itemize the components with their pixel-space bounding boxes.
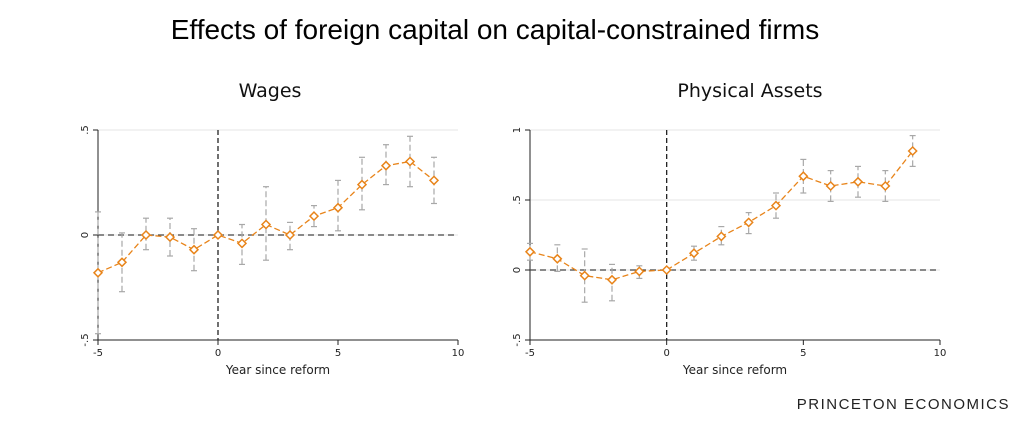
data-point bbox=[716, 231, 727, 242]
x-tick-label: 5 bbox=[335, 348, 341, 359]
data-point bbox=[907, 145, 918, 157]
x-tick-label: -5 bbox=[525, 348, 535, 359]
data-point bbox=[332, 202, 344, 213]
data-point bbox=[164, 232, 176, 243]
x-tick-label: 10 bbox=[452, 348, 465, 359]
data-point bbox=[524, 246, 536, 257]
y-tick-label: 0 bbox=[80, 232, 91, 238]
chart-title-wages: Wages bbox=[238, 80, 302, 102]
data-point bbox=[356, 179, 368, 190]
data-point bbox=[92, 267, 104, 278]
x-tick-label: 10 bbox=[934, 348, 947, 359]
data-point bbox=[236, 238, 248, 249]
x-tick-label: 5 bbox=[800, 348, 806, 359]
data-point bbox=[770, 200, 782, 211]
data-point bbox=[688, 248, 700, 259]
data-point bbox=[380, 160, 392, 171]
slide-title: Effects of foreign capital on capital-co… bbox=[170, 14, 820, 45]
data-point bbox=[260, 219, 272, 230]
x-tick-label: 0 bbox=[663, 348, 669, 359]
data-point bbox=[852, 176, 864, 187]
series-line bbox=[529, 150, 914, 281]
data-point bbox=[825, 180, 836, 192]
series-line bbox=[97, 160, 435, 274]
data-point bbox=[606, 274, 618, 285]
data-point bbox=[308, 211, 320, 222]
chart-title-physical-assets: Physical Assets bbox=[677, 80, 823, 102]
data-point bbox=[743, 217, 754, 228]
x-axis-label: Year since reform bbox=[682, 363, 787, 377]
data-point bbox=[140, 229, 152, 241]
data-point bbox=[212, 229, 224, 241]
x-tick-label: 0 bbox=[215, 348, 221, 359]
y-tick-label: 0 bbox=[512, 267, 523, 273]
data-point bbox=[188, 244, 200, 255]
data-point bbox=[661, 264, 672, 276]
footer-brand: PRINCETON ECONOMICS bbox=[796, 396, 1010, 413]
x-tick-label: -5 bbox=[93, 348, 103, 359]
x-axis-label: Year since reform bbox=[225, 363, 330, 377]
data-point bbox=[634, 266, 645, 277]
y-tick-label: -.5 bbox=[80, 333, 91, 346]
data-point bbox=[798, 171, 809, 182]
data-point bbox=[579, 270, 590, 281]
data-point bbox=[552, 253, 563, 264]
data-point bbox=[428, 175, 440, 186]
y-tick-label: .5 bbox=[512, 195, 523, 205]
data-point bbox=[284, 229, 296, 241]
data-point bbox=[404, 156, 416, 167]
data-point bbox=[116, 257, 128, 268]
y-tick-label: -.5 bbox=[512, 333, 523, 346]
y-tick-label: 1 bbox=[512, 127, 523, 133]
data-point bbox=[880, 180, 891, 192]
y-tick-label: .5 bbox=[80, 125, 91, 135]
